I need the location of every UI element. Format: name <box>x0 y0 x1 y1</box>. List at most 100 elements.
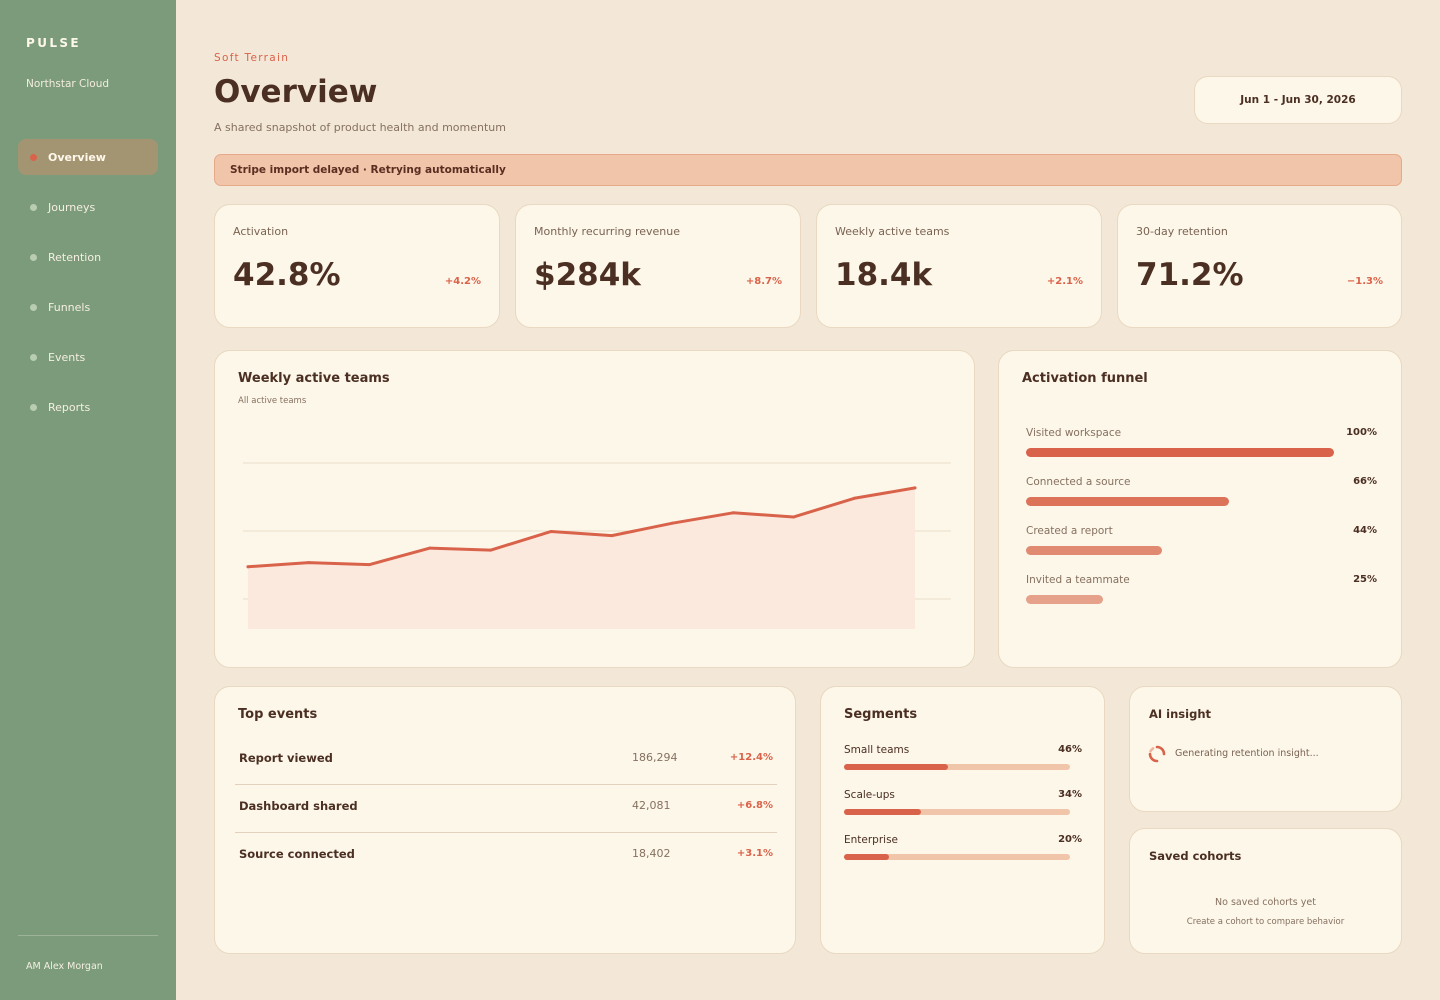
weekly-active-teams-card: Weekly active teams All active teams <box>214 350 975 668</box>
kpi-delta: +4.2% <box>444 276 481 287</box>
dot-icon <box>30 353 37 361</box>
funnel-step-label: Created a report <box>1026 525 1113 537</box>
chart-data-point[interactable] <box>852 496 856 500</box>
sidebar-item-label: Journeys <box>48 200 96 214</box>
funnel-bar <box>1026 546 1162 555</box>
empty-state-subtitle: Create a cohort to compare behavior <box>1186 917 1345 927</box>
top-events-title: Top events <box>238 707 318 722</box>
kpi-value: 42.8% <box>233 257 341 293</box>
chart-data-point[interactable] <box>246 565 250 569</box>
sidebar-item-retention[interactable]: Retention <box>18 239 158 275</box>
chart-subtitle: All active teams <box>238 396 307 406</box>
kpi-value: 18.4k <box>835 257 933 293</box>
sidebar-item-label: Funnels <box>48 300 91 314</box>
funnel-step-label: Connected a source <box>1026 476 1131 488</box>
chart-data-point[interactable] <box>489 548 493 552</box>
sidebar-item-reports[interactable]: Reports <box>18 389 158 425</box>
activation-funnel-card: Activation funnel Visited workspace 100%… <box>998 350 1402 668</box>
kpi-delta: +2.1% <box>1046 276 1083 287</box>
funnel-step-percent: 66% <box>1353 476 1377 487</box>
sidebar-item-label: Reports <box>48 400 91 414</box>
kpi-card-retention[interactable]: 30-day retention 71.2% −1.3% <box>1117 204 1402 328</box>
funnel-step-percent: 100% <box>1346 427 1377 438</box>
segments-card: Segments Small teams 46% Scale-ups 34% E… <box>820 686 1105 954</box>
chart-data-point[interactable] <box>670 521 674 525</box>
sidebar-item-label: Retention <box>48 250 102 264</box>
segment-label: Scale-ups <box>844 789 895 801</box>
segment-label: Enterprise <box>844 834 899 846</box>
saved-cohorts-title: Saved cohorts <box>1149 849 1242 863</box>
table-row[interactable]: Report viewed 186,294 +12.4% <box>235 743 777 791</box>
dot-icon <box>30 153 37 161</box>
sidebar-item-overview[interactable]: Overview <box>18 139 158 175</box>
kpi-card-mrr[interactable]: Monthly recurring revenue $284k +8.7% <box>515 204 801 328</box>
chart-data-point[interactable] <box>913 486 917 490</box>
chart-data-point[interactable] <box>307 561 311 565</box>
brand-logo[interactable]: PULSE <box>26 36 82 50</box>
funnel-bar <box>1026 497 1230 506</box>
page-eyebrow: Soft Terrain <box>214 52 290 64</box>
funnel-bar <box>1026 595 1103 604</box>
funnel-step-percent: 25% <box>1353 574 1377 585</box>
kpi-card-activation[interactable]: Activation 42.8% +4.2% <box>214 204 500 328</box>
funnel-step-label: Visited workspace <box>1026 427 1122 439</box>
kpi-value: 71.2% <box>1136 257 1244 293</box>
funnel-step-label: Invited a teammate <box>1026 574 1130 586</box>
sidebar-item-events[interactable]: Events <box>18 339 158 375</box>
chart-data-point[interactable] <box>610 534 614 538</box>
segment-label: Small teams <box>844 744 910 756</box>
chart-data-point[interactable] <box>731 511 735 515</box>
dot-icon <box>30 253 37 261</box>
table-row[interactable]: Source connected 18,402 +3.1% <box>235 832 777 880</box>
segment-bar <box>844 854 890 860</box>
chart-data-point[interactable] <box>428 546 432 550</box>
chart-data-point[interactable] <box>367 563 371 567</box>
kpi-label: Monthly recurring revenue <box>534 225 681 238</box>
chart-data-point[interactable] <box>549 529 553 533</box>
alert-banner: Stripe import delayed · Retrying automat… <box>214 154 1402 186</box>
kpi-card-weekly-active-teams[interactable]: Weekly active teams 18.4k +2.1% <box>816 204 1102 328</box>
event-delta: +12.4% <box>729 752 773 763</box>
event-count: 18,402 <box>632 847 671 860</box>
kpi-delta: +8.7% <box>745 276 782 287</box>
weekly-active-teams-chart[interactable] <box>215 351 976 669</box>
table-row[interactable]: Dashboard shared 42,081 +6.8% <box>235 784 777 832</box>
sidebar-item-label: Overview <box>48 150 106 164</box>
workspace-name[interactable]: Northstar Cloud <box>26 78 110 90</box>
segment-percent: 46% <box>1058 744 1082 755</box>
event-name: Source connected <box>239 847 355 861</box>
sidebar-item-funnels[interactable]: Funnels <box>18 289 158 325</box>
segments-title: Segments <box>844 707 918 722</box>
empty-state-title: No saved cohorts yet <box>1215 897 1316 908</box>
segment-bar <box>844 764 948 770</box>
chart-area <box>248 487 915 629</box>
dot-icon <box>30 203 37 211</box>
user-profile[interactable]: AM Alex Morgan <box>26 961 103 972</box>
chart-title: Weekly active teams <box>238 371 390 386</box>
page-title: Overview <box>214 74 378 110</box>
saved-cohorts-card: Saved cohorts No saved cohorts yet Creat… <box>1129 828 1402 954</box>
kpi-delta: −1.3% <box>1346 276 1383 287</box>
segment-percent: 34% <box>1058 789 1082 800</box>
funnel-bar <box>1026 448 1334 457</box>
sidebar-item-journeys[interactable]: Journeys <box>18 189 158 225</box>
chart-data-point[interactable] <box>792 515 796 519</box>
kpi-label: Weekly active teams <box>835 225 950 238</box>
chart-series-line <box>246 486 917 569</box>
date-range-picker[interactable]: Jun 1 - Jun 30, 2026 <box>1194 76 1402 124</box>
loading-spinner-icon <box>1148 745 1166 763</box>
event-name: Dashboard shared <box>239 799 358 813</box>
dot-icon <box>30 303 37 311</box>
segment-track <box>844 809 1070 815</box>
kpi-label: 30-day retention <box>1136 225 1228 238</box>
kpi-value: $284k <box>534 257 641 293</box>
ai-insight-title: AI insight <box>1149 707 1212 721</box>
sidebar: PULSE Northstar Cloud Overview Journeys … <box>0 0 176 1000</box>
event-count: 186,294 <box>632 751 678 764</box>
segment-bar <box>844 809 921 815</box>
ai-insight-card: AI insight Generating retention insight.… <box>1129 686 1402 812</box>
event-delta: +3.1% <box>736 848 773 859</box>
sidebar-item-label: Events <box>48 350 86 364</box>
segment-track <box>844 764 1070 770</box>
segment-track <box>844 854 1070 860</box>
